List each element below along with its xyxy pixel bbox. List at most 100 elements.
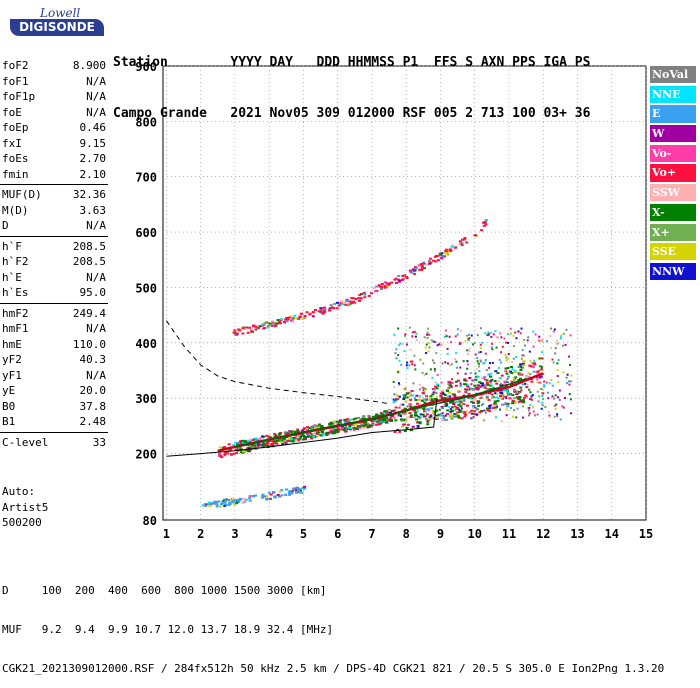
echo-point bbox=[283, 431, 287, 434]
echo-point bbox=[431, 393, 435, 396]
echo-point bbox=[448, 248, 452, 251]
echo-point bbox=[285, 320, 289, 323]
echo-point bbox=[454, 384, 458, 387]
echo-point bbox=[446, 352, 449, 355]
echo-point bbox=[515, 393, 519, 396]
param-row: foF1 N/A bbox=[0, 74, 108, 90]
echo-point bbox=[502, 389, 506, 392]
echo-point bbox=[337, 420, 341, 423]
echo-point bbox=[420, 267, 424, 270]
echo-point bbox=[428, 418, 432, 421]
echo-point bbox=[498, 394, 502, 397]
echo-point bbox=[343, 301, 347, 304]
echo-point bbox=[486, 384, 490, 387]
echo-point bbox=[543, 385, 546, 388]
echo-point bbox=[296, 428, 300, 431]
echo-point bbox=[430, 399, 434, 402]
logo-digisonde: DIGISONDE bbox=[10, 19, 104, 36]
echo-point bbox=[490, 388, 493, 391]
y-tick-label: 200 bbox=[135, 448, 157, 462]
x-tick-label: 1 bbox=[163, 527, 170, 541]
echo-point bbox=[532, 410, 535, 413]
echo-point bbox=[533, 359, 536, 362]
echo-point bbox=[227, 500, 231, 503]
echo-point bbox=[215, 500, 219, 503]
echo-point bbox=[254, 328, 258, 331]
echo-point bbox=[478, 411, 482, 414]
echo-point bbox=[226, 452, 230, 455]
echo-point bbox=[335, 301, 339, 304]
echo-point bbox=[484, 358, 487, 361]
echo-point bbox=[422, 267, 426, 270]
echo-point bbox=[402, 394, 405, 397]
echo-point bbox=[493, 402, 497, 405]
echo-point bbox=[442, 415, 445, 418]
echo-point bbox=[510, 372, 514, 375]
echo-point bbox=[465, 388, 469, 391]
echo-point bbox=[422, 262, 426, 265]
legend-item: SSW bbox=[650, 184, 696, 202]
echo-point bbox=[363, 296, 367, 299]
echo-point bbox=[344, 426, 348, 429]
echo-point bbox=[487, 333, 490, 336]
echo-point bbox=[499, 396, 503, 399]
echo-point bbox=[509, 370, 513, 373]
echo-point bbox=[433, 397, 437, 400]
y-tick-label: 800 bbox=[135, 115, 157, 129]
echo-point bbox=[503, 380, 506, 383]
echo-point bbox=[472, 395, 475, 398]
echo-point bbox=[284, 494, 288, 497]
echo-point bbox=[288, 490, 292, 493]
echo-point bbox=[441, 407, 445, 410]
echo-point bbox=[269, 443, 273, 446]
x-tick-label: 9 bbox=[437, 527, 444, 541]
echo-point bbox=[417, 264, 421, 267]
param-row: hmF1 N/A bbox=[0, 321, 108, 337]
echo-point bbox=[296, 429, 300, 432]
echo-point bbox=[487, 398, 491, 401]
echo-point bbox=[440, 254, 444, 257]
echo-point bbox=[476, 384, 480, 387]
echo-point bbox=[397, 275, 401, 278]
echo-point bbox=[265, 434, 269, 437]
echo-point bbox=[248, 438, 252, 441]
echo-point bbox=[317, 423, 321, 426]
echo-point bbox=[528, 364, 532, 367]
echo-point bbox=[520, 373, 524, 376]
echo-point bbox=[439, 253, 443, 256]
echo-point bbox=[261, 495, 265, 498]
echo-point bbox=[557, 359, 560, 362]
echo-point bbox=[458, 409, 462, 412]
echo-point bbox=[522, 354, 525, 357]
echo-point bbox=[453, 405, 457, 408]
echo-point bbox=[248, 440, 252, 443]
echo-point bbox=[465, 241, 469, 244]
echo-point bbox=[380, 285, 384, 288]
echo-point bbox=[478, 365, 481, 368]
echo-point bbox=[556, 342, 559, 345]
echo-point bbox=[413, 416, 416, 419]
echo-point bbox=[450, 400, 454, 403]
echo-point bbox=[560, 336, 563, 339]
y-tick-label: 500 bbox=[135, 281, 157, 295]
echo-point bbox=[267, 435, 271, 438]
echo-point bbox=[432, 391, 436, 394]
echo-point bbox=[476, 408, 480, 411]
echo-point bbox=[256, 445, 260, 448]
param-value: 208.5 bbox=[72, 255, 106, 268]
echo-point bbox=[451, 378, 454, 381]
echo-point bbox=[444, 333, 447, 336]
echo-point bbox=[446, 347, 449, 350]
echo-point bbox=[528, 350, 531, 353]
echo-point bbox=[431, 388, 435, 391]
echo-point bbox=[273, 440, 277, 443]
echo-point bbox=[444, 361, 447, 364]
echo-point bbox=[470, 417, 473, 420]
echo-point bbox=[235, 452, 239, 455]
echo-point bbox=[240, 451, 244, 454]
echo-point bbox=[495, 335, 498, 338]
echo-point bbox=[508, 396, 511, 399]
echo-point bbox=[409, 414, 413, 417]
echo-point bbox=[277, 432, 281, 435]
echo-point bbox=[425, 343, 428, 346]
